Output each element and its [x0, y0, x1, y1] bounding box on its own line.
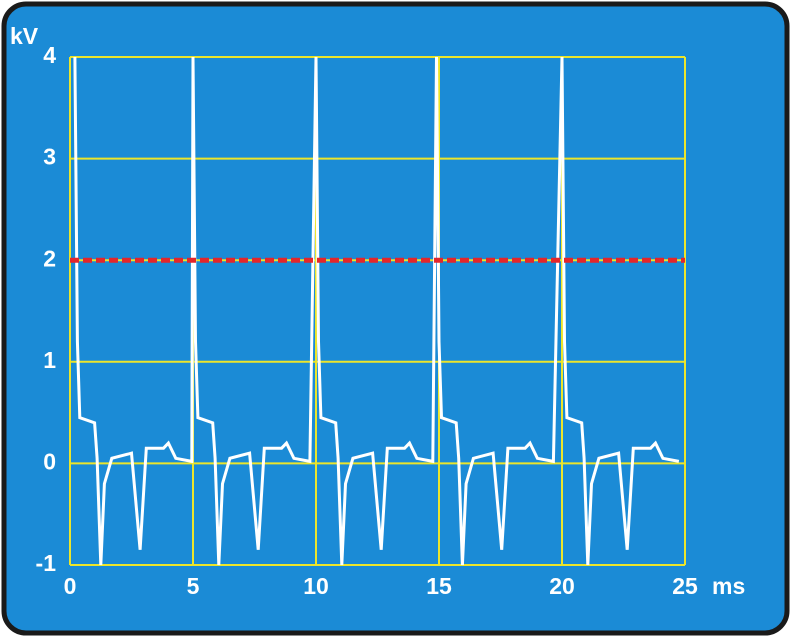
x-tick-label: 15: [426, 573, 452, 599]
x-axis-label: ms: [712, 573, 745, 599]
plot: [70, 56, 685, 566]
y-tick-label: -1: [36, 550, 57, 576]
waveform: [73, 56, 680, 566]
x-tick-label: 25: [672, 573, 698, 599]
x-tick-label: 20: [549, 573, 575, 599]
y-tick-label: 0: [43, 448, 56, 474]
x-tick-label: 5: [187, 573, 200, 599]
y-tick-label: 3: [43, 144, 56, 170]
y-tick-label: 1: [43, 347, 56, 373]
y-axis-label: kV: [10, 23, 39, 49]
x-tick-label: 10: [303, 573, 329, 599]
y-tick-label: 2: [43, 245, 56, 271]
x-tick-label: 0: [64, 573, 77, 599]
y-tick-label: 4: [43, 42, 56, 68]
